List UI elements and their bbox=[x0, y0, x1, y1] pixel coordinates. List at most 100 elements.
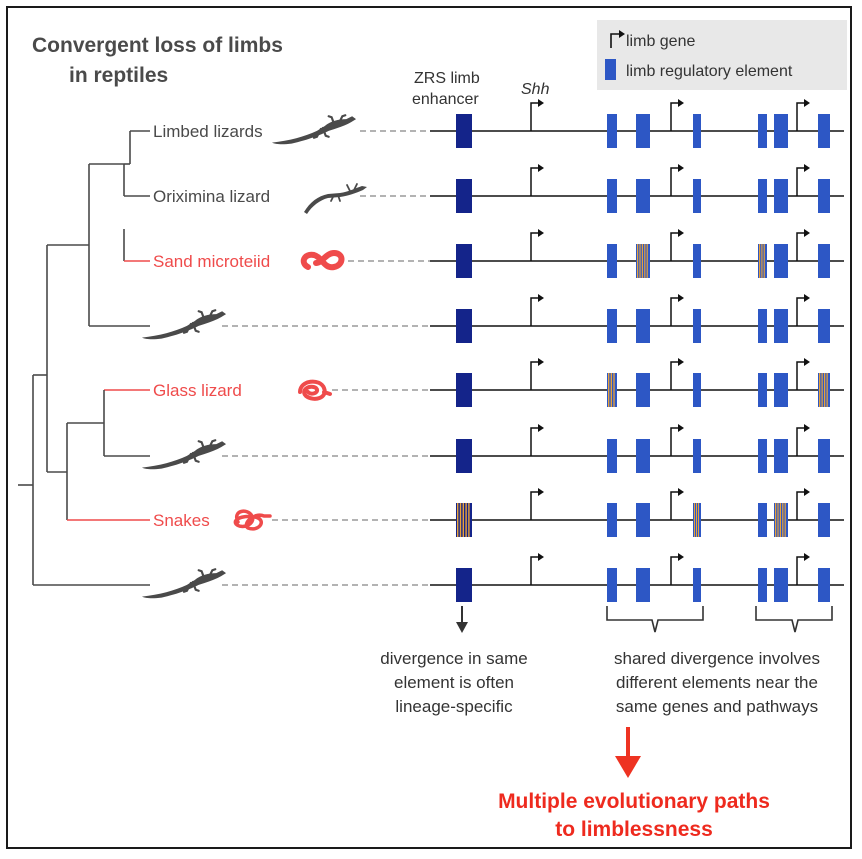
divergence-stripe bbox=[782, 503, 784, 537]
gene-arrow-icon bbox=[530, 361, 539, 390]
down-arrow-head bbox=[456, 622, 468, 633]
zrs-element bbox=[456, 114, 472, 148]
divergence-stripe bbox=[779, 503, 781, 537]
zrs-element bbox=[456, 309, 472, 343]
gene-arrow-head bbox=[538, 294, 544, 302]
divergence-stripe bbox=[646, 244, 648, 278]
regulatory-element bbox=[818, 439, 830, 473]
lizard-icon bbox=[140, 309, 228, 341]
divergence-stripe bbox=[824, 373, 826, 407]
regulatory-element bbox=[758, 114, 767, 148]
gene-arrow-head bbox=[678, 488, 684, 496]
gene-arrow-head bbox=[538, 164, 544, 172]
lizard-icon bbox=[140, 439, 228, 471]
regulatory-element bbox=[774, 179, 788, 213]
regulatory-element bbox=[818, 309, 830, 343]
gene-arrow-head bbox=[678, 229, 684, 237]
taxon-rows: Limbed lizards Oriximina lizard Sand micro… bbox=[140, 99, 844, 602]
divergence-stripe bbox=[821, 373, 823, 407]
divergence-stripe bbox=[457, 503, 459, 537]
regulatory-element bbox=[693, 568, 701, 602]
right-note-line-3: same genes and pathways bbox=[616, 697, 818, 716]
regulatory-element bbox=[636, 309, 650, 343]
gene-arrow-icon bbox=[796, 361, 805, 390]
figure-frame bbox=[6, 6, 852, 849]
lizard-icon bbox=[303, 183, 368, 215]
regulatory-element bbox=[774, 568, 788, 602]
regulatory-element bbox=[774, 244, 788, 278]
legend: limb gene limb regulatory element bbox=[597, 20, 847, 90]
gene-arrow-icon bbox=[670, 167, 679, 196]
taxon-label: Limbed lizards bbox=[153, 122, 263, 141]
bracket-left bbox=[606, 606, 704, 633]
regulatory-element bbox=[693, 373, 701, 407]
divergence-stripe bbox=[608, 373, 610, 407]
element-swatch bbox=[605, 59, 616, 80]
gene-arrow-icon bbox=[670, 491, 679, 520]
gene-arrow-head bbox=[804, 488, 810, 496]
gene-arrow-head bbox=[538, 424, 544, 432]
regulatory-element bbox=[636, 179, 650, 213]
gene-arrow-icon bbox=[796, 491, 805, 520]
conclusion-line-2: to limblessness bbox=[555, 818, 713, 841]
regulatory-element bbox=[636, 503, 650, 537]
shh-header: Shh bbox=[521, 81, 550, 98]
divergence-stripe bbox=[784, 503, 786, 537]
divergence-stripe bbox=[775, 503, 777, 537]
gene-arrow-head bbox=[678, 424, 684, 432]
left-note-line-2: element is often bbox=[394, 673, 514, 692]
divergence-stripe bbox=[826, 373, 828, 407]
gene-arrow-icon bbox=[796, 167, 805, 196]
regulatory-element bbox=[758, 503, 767, 537]
regulatory-element bbox=[636, 568, 650, 602]
regulatory-element bbox=[607, 309, 617, 343]
gene-arrow-icon bbox=[530, 297, 539, 326]
gene-arrow-head bbox=[538, 358, 544, 366]
title-line-2: in reptiles bbox=[69, 64, 168, 87]
divergence-stripe bbox=[759, 244, 761, 278]
taxon-row bbox=[140, 424, 844, 473]
regulatory-element bbox=[693, 179, 701, 213]
gene-arrow-icon bbox=[670, 556, 679, 585]
divergence-stripe bbox=[698, 503, 699, 537]
right-note-line-2: different elements near the bbox=[616, 673, 818, 692]
regulatory-element bbox=[758, 179, 767, 213]
annotations: divergence in same element is often line… bbox=[380, 606, 833, 841]
regulatory-element bbox=[758, 373, 767, 407]
taxon-label: Sand microteiid bbox=[153, 252, 270, 271]
zrs-element bbox=[456, 244, 472, 278]
zrs-header-line-2: enhancer bbox=[412, 91, 479, 108]
gene-arrow-head bbox=[538, 99, 544, 107]
gene-arrow-icon bbox=[530, 427, 539, 456]
right-note-line-1: shared divergence involves bbox=[614, 649, 820, 668]
regulatory-element bbox=[636, 373, 650, 407]
gene-arrow-icon bbox=[530, 491, 539, 520]
gene-arrow-head bbox=[538, 229, 544, 237]
regulatory-element bbox=[607, 179, 617, 213]
regulatory-element bbox=[818, 114, 830, 148]
regulatory-element bbox=[818, 568, 830, 602]
regulatory-element bbox=[774, 439, 788, 473]
taxon-row bbox=[140, 553, 844, 602]
title-line-1: Convergent loss of limbs bbox=[32, 34, 283, 57]
regulatory-element bbox=[607, 244, 617, 278]
lizard-icon bbox=[140, 568, 228, 600]
gene-arrow-head bbox=[804, 229, 810, 237]
gene-arrow-icon bbox=[530, 167, 539, 196]
regulatory-element bbox=[818, 503, 830, 537]
gene-arrow-icon bbox=[670, 232, 679, 261]
zrs-element bbox=[456, 179, 472, 213]
taxon-row: Oriximina lizard bbox=[153, 164, 844, 215]
coiled-lizard-icon bbox=[298, 379, 332, 401]
regulatory-element bbox=[607, 439, 617, 473]
gene-arrow-head bbox=[804, 358, 810, 366]
gene-arrow-icon bbox=[530, 556, 539, 585]
divergence-stripe bbox=[763, 244, 765, 278]
regulatory-element bbox=[607, 114, 617, 148]
gene-arrow-icon bbox=[530, 232, 539, 261]
divergence-stripe bbox=[459, 503, 462, 537]
gene-arrow-head bbox=[804, 164, 810, 172]
regulatory-element bbox=[693, 439, 701, 473]
gene-arrow-head bbox=[678, 294, 684, 302]
gene-arrow-head bbox=[538, 553, 544, 561]
